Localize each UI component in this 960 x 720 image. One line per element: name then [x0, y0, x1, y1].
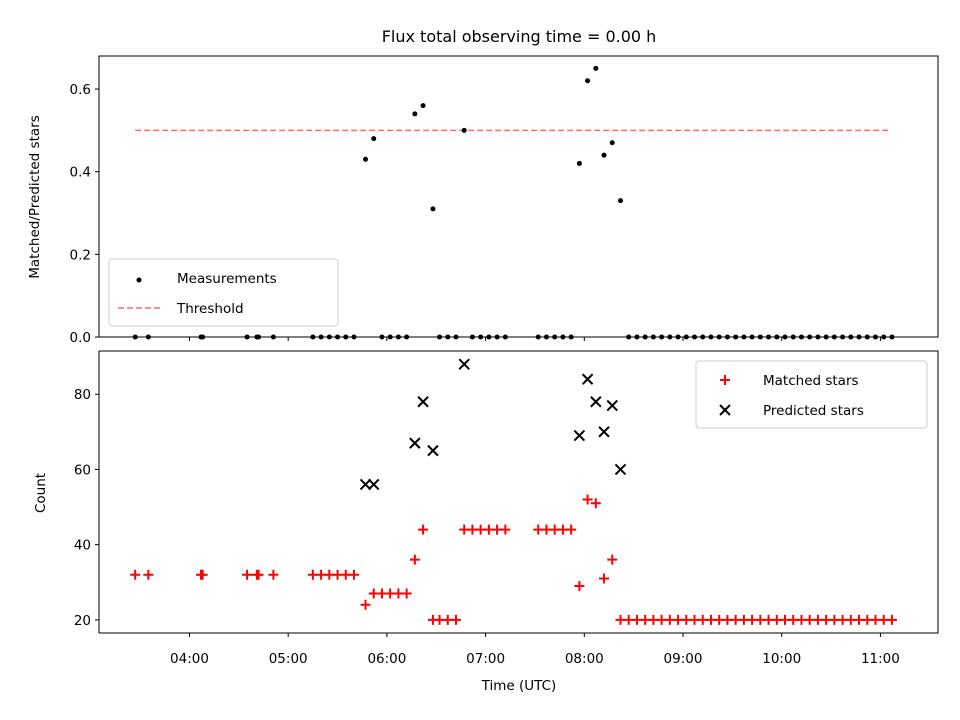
- top-legend: Measurements Threshold: [108, 258, 339, 327]
- measurement-point: [601, 152, 607, 158]
- legend-threshold-label: Threshold: [176, 301, 244, 317]
- matched-star-point: [599, 573, 610, 584]
- matched-star-point: [268, 569, 279, 580]
- predicted-star-point: [598, 426, 610, 438]
- measurement-point: [609, 140, 615, 146]
- bottom-y-axis-label: Count: [33, 473, 49, 513]
- bottom-panel: 20 40 60 80 04:00 05:00 06:00 07:00 08:00 09:00 10…: [33, 350, 939, 694]
- bottom-x-tick-label: 05:00: [269, 651, 308, 667]
- predicted-star-point: [581, 373, 594, 385]
- matched-star-point: [348, 569, 359, 580]
- top-legend-box: [108, 258, 339, 327]
- measurement-point: [430, 206, 436, 212]
- predicted-star-point: [409, 437, 421, 449]
- legend-matched-marker: [720, 375, 730, 385]
- top-axes-frame: [98, 55, 939, 338]
- measurement-point: [363, 156, 369, 162]
- matched-star-point: [360, 599, 371, 610]
- matched-star-point: [590, 498, 601, 509]
- top-y-axis-label: Matched/Predicted stars: [27, 115, 43, 278]
- top-panel: 0.0 0.2 0.4 0.6 Matched/Predicted stars Mea…: [27, 55, 939, 346]
- measurement-point: [371, 136, 377, 142]
- measurement-point: [461, 127, 467, 133]
- bottom-y-tick-label: 20: [74, 613, 91, 629]
- top-y-tick-label: 0.2: [70, 247, 91, 263]
- matched-star-point: [500, 524, 511, 535]
- matched-star-point: [607, 554, 618, 565]
- bottom-legend: Matched stars Predicted stars: [695, 360, 928, 429]
- matched-star-point: [450, 614, 461, 625]
- measurement-point: [585, 78, 591, 84]
- bottom-x-tick-label: 06:00: [367, 651, 406, 667]
- matched-star-point: [418, 524, 429, 535]
- matched-star-point: [143, 569, 154, 580]
- measurement-point: [576, 160, 582, 166]
- legend-predicted-label: Predicted stars: [763, 403, 864, 419]
- matched-star-point: [242, 569, 253, 580]
- bottom-x-tick-label: 11:00: [861, 651, 900, 667]
- top-y-tick-label: 0.6: [70, 82, 91, 98]
- measurement-point: [420, 103, 426, 109]
- matched-star-point: [197, 569, 208, 580]
- matched-star-point: [574, 581, 585, 591]
- legend-measurement-marker: [136, 277, 142, 283]
- measurement-point: [617, 198, 623, 204]
- matched-star-point: [130, 569, 141, 580]
- measurement-point: [412, 111, 418, 117]
- predicted-star-point: [417, 396, 429, 408]
- bottom-axes-frame: [98, 350, 939, 634]
- bottom-x-tick-label: 04:00: [170, 651, 209, 667]
- measurement-point: [593, 65, 599, 71]
- figure-title: Flux total observing time = 0.00 h: [382, 27, 657, 46]
- bottom-y-tick-label: 40: [74, 538, 91, 554]
- matched-star-point: [253, 569, 264, 580]
- matched-star-point: [401, 588, 412, 599]
- predicted-star-point: [368, 478, 380, 491]
- top-y-tick-label: 0.4: [70, 165, 91, 181]
- bottom-x-tick-label: 07:00: [466, 651, 505, 667]
- bottom-x-tick-label: 10:00: [762, 651, 801, 667]
- bottom-legend-box: [695, 360, 928, 429]
- predicted-star-point: [590, 396, 602, 408]
- predicted-star-point: [427, 444, 439, 457]
- predicted-star-point: [573, 429, 586, 442]
- bottom-plot-marks: [130, 358, 897, 625]
- matched-star-point: [886, 614, 897, 625]
- bottom-axes: 20 40 60 80 04:00 05:00 06:00 07:00 08:00 09:00 10…: [74, 350, 939, 667]
- predicted-star-point: [606, 399, 618, 412]
- legend-predicted-marker: [719, 404, 731, 416]
- matched-star-point: [566, 524, 577, 535]
- predicted-star-point: [614, 463, 627, 476]
- legend-matched-label: Matched stars: [763, 373, 859, 389]
- predicted-star-point: [359, 478, 372, 491]
- bottom-y-tick-label: 60: [74, 462, 91, 478]
- bottom-x-axis-label: Time (UTC): [481, 678, 557, 694]
- bottom-x-tick-label: 08:00: [565, 651, 604, 667]
- top-axes: 0.0 0.2 0.4 0.6: [70, 55, 939, 346]
- top-y-tick-label: 0.0: [70, 330, 91, 346]
- predicted-star-point: [458, 358, 470, 370]
- bottom-y-tick-label: 80: [74, 387, 91, 403]
- legend-measurements-label: Measurements: [177, 271, 277, 287]
- matched-star-point: [582, 494, 593, 505]
- bottom-x-tick-label: 09:00: [664, 651, 703, 667]
- matched-star-point: [409, 554, 420, 565]
